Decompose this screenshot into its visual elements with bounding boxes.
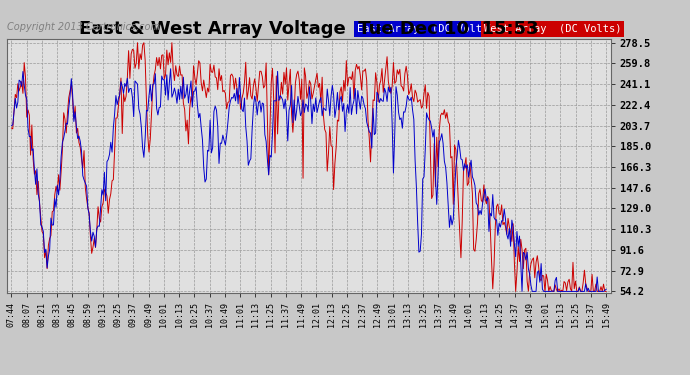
Text: Copyright 2013 Cartronics.com: Copyright 2013 Cartronics.com xyxy=(7,22,160,33)
Title: East & West Array Voltage  Tue Dec 10  15:53: East & West Array Voltage Tue Dec 10 15:… xyxy=(79,20,539,38)
Text: East Array  (DC Volts): East Array (DC Volts) xyxy=(357,24,495,34)
Text: West Array  (DC Volts): West Array (DC Volts) xyxy=(484,24,622,34)
